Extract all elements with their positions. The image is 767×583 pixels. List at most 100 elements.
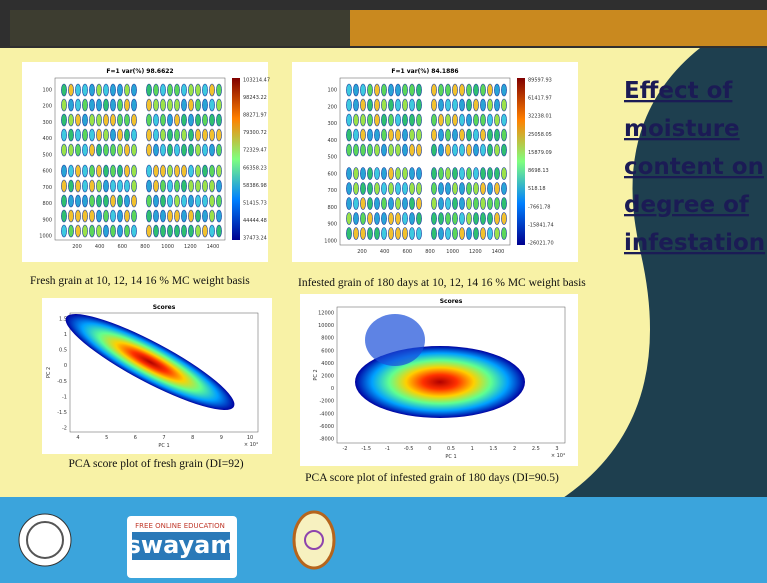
grain xyxy=(61,195,66,207)
grain xyxy=(146,129,151,141)
colorbar-label: 518.18 xyxy=(528,186,546,192)
grain xyxy=(188,180,193,192)
grain xyxy=(131,114,136,126)
grain xyxy=(96,210,101,222)
grain xyxy=(68,99,73,111)
grain xyxy=(381,183,386,195)
grain xyxy=(117,180,122,192)
grain xyxy=(68,84,73,96)
y-tick-label: -4000 xyxy=(319,411,334,417)
grain xyxy=(402,84,407,96)
x-tick-label: 1400 xyxy=(207,244,220,250)
grain xyxy=(346,213,351,225)
grain xyxy=(374,144,379,156)
y-tick-label: 400 xyxy=(42,136,52,142)
y-tick-label: 10000 xyxy=(318,323,334,329)
grain xyxy=(153,210,158,222)
grain xyxy=(110,195,115,207)
grain xyxy=(416,168,421,180)
grain xyxy=(216,114,221,126)
grain xyxy=(167,84,172,96)
grain xyxy=(374,168,379,180)
grain xyxy=(409,144,414,156)
grain xyxy=(445,114,450,126)
grain xyxy=(153,84,158,96)
y-tick-label: 300 xyxy=(327,121,337,127)
grain xyxy=(360,114,365,126)
colorbar-label: 37473.24 xyxy=(243,236,267,242)
grain xyxy=(216,165,221,177)
grain xyxy=(346,198,351,210)
colorbar-label: 72329.47 xyxy=(243,148,267,154)
grain xyxy=(452,168,457,180)
grain xyxy=(202,210,207,222)
grain xyxy=(131,144,136,156)
x-tick-label: 1400 xyxy=(492,249,505,255)
grain xyxy=(202,144,207,156)
grain xyxy=(367,228,372,240)
grain xyxy=(445,84,450,96)
grain xyxy=(501,114,506,126)
grain xyxy=(167,165,172,177)
grain xyxy=(388,84,393,96)
grain xyxy=(89,165,94,177)
colorbar-label: 89597.93 xyxy=(528,78,552,84)
colorbar-label: 103214.47 xyxy=(243,78,270,84)
grain xyxy=(153,129,158,141)
grain xyxy=(487,114,492,126)
y-tick-label: 1000 xyxy=(39,234,52,240)
colorbar xyxy=(232,78,240,240)
grain xyxy=(202,129,207,141)
grain xyxy=(202,99,207,111)
caption: Fresh grain at 10, 12, 14 16 % MC weight… xyxy=(30,275,250,287)
grain xyxy=(431,183,436,195)
grain xyxy=(96,225,101,237)
x-tick-label: 1 xyxy=(471,446,474,452)
grain xyxy=(360,129,365,141)
y-tick-label: -1.5 xyxy=(57,410,67,416)
grain xyxy=(160,180,165,192)
grain xyxy=(438,114,443,126)
grain xyxy=(494,168,499,180)
grain xyxy=(409,183,414,195)
grain xyxy=(181,165,186,177)
grain xyxy=(459,183,464,195)
grain xyxy=(188,144,193,156)
grain xyxy=(459,84,464,96)
grain xyxy=(480,99,485,111)
grain xyxy=(110,180,115,192)
y-tick-label: -8000 xyxy=(319,437,334,443)
grain xyxy=(68,144,73,156)
grain xyxy=(360,144,365,156)
panel-title: Scores xyxy=(440,298,463,305)
grain xyxy=(82,144,87,156)
grain xyxy=(487,144,492,156)
heading-line: infestation xyxy=(624,230,765,256)
grain xyxy=(466,129,471,141)
grain xyxy=(103,180,108,192)
grain xyxy=(395,168,400,180)
grain xyxy=(353,198,358,210)
colorbar-label: 32238.01 xyxy=(528,114,552,120)
grain xyxy=(459,198,464,210)
grain xyxy=(452,228,457,240)
panel-title: F=1 var(%) 98.6622 xyxy=(106,68,173,75)
grain xyxy=(181,225,186,237)
y-tick-label: 12000 xyxy=(318,311,334,317)
grain xyxy=(473,129,478,141)
grain xyxy=(431,99,436,111)
grain xyxy=(466,228,471,240)
grain xyxy=(188,114,193,126)
grain xyxy=(367,198,372,210)
grain xyxy=(110,129,115,141)
x-tick-label: 200 xyxy=(72,244,82,250)
grain xyxy=(160,210,165,222)
grain xyxy=(61,225,66,237)
grain xyxy=(209,165,214,177)
grain xyxy=(174,225,179,237)
grain xyxy=(431,84,436,96)
colorbar-label: -15841.74 xyxy=(528,222,554,228)
y-tick-label: 0.5 xyxy=(59,348,67,354)
grain xyxy=(103,165,108,177)
grain xyxy=(75,210,80,222)
